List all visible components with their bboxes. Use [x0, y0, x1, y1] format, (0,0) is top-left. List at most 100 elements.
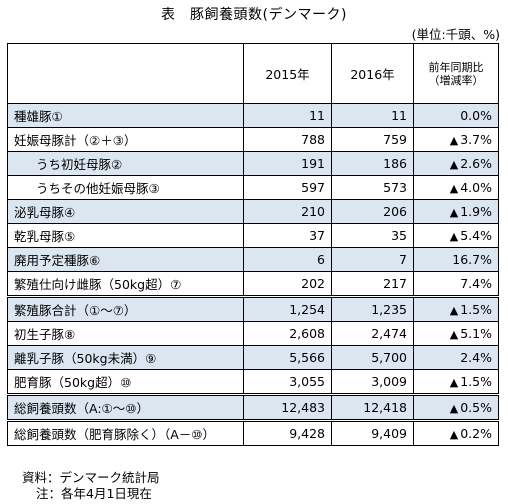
value-2015: 9,428	[243, 419, 332, 446]
table-row: 種雄豚① 11 11 0.0%	[7, 103, 499, 128]
row-label: うち初妊母豚②	[7, 151, 244, 176]
decrease-triangle-icon: ▲	[449, 328, 459, 341]
decrease-triangle-icon: ▲	[449, 304, 459, 317]
header-change-line2: （増減率）	[428, 73, 484, 87]
change-rate: 2.4%	[413, 345, 499, 370]
table-row: 妊娠母豚計（②＋③） 788 759 ▲ 3.7%	[7, 127, 499, 152]
value-2015: 202	[243, 271, 332, 297]
change-value: 16.7%	[452, 252, 492, 267]
change-value: 0.5%	[460, 400, 492, 415]
change-rate: ▲ 1.5%	[413, 295, 499, 322]
value-2015: 2,608	[243, 321, 332, 346]
change-rate: ▲ 0.2%	[413, 419, 499, 446]
decrease-triangle-icon: ▲	[449, 230, 459, 243]
table-row: 総飼養頭数（A:①～⑩） 12,483 12,418 ▲ 0.5%	[7, 393, 499, 421]
row-label: うちその他妊娠母豚③	[7, 175, 244, 200]
row-label: 繁殖豚合計（①～⑦）	[7, 295, 244, 322]
decrease-triangle-icon: ▲	[449, 182, 459, 195]
change-value: 1.5%	[460, 374, 492, 389]
decrease-triangle-icon: ▲	[449, 402, 459, 415]
change-value: 4.0%	[460, 180, 492, 195]
unit-label: (単位:千頭、%)	[411, 27, 500, 42]
value-2016: 186	[331, 151, 414, 176]
value-2015: 6	[243, 247, 332, 272]
value-2015: 191	[243, 151, 332, 176]
change-rate: ▲ 5.4%	[413, 223, 499, 248]
row-label: 泌乳母豚④	[7, 199, 244, 224]
value-2015: 5,566	[243, 345, 332, 370]
table-row: 泌乳母豚④ 210 206 ▲ 1.9%	[7, 199, 499, 224]
change-rate: 16.7%	[413, 247, 499, 272]
value-2016: 11	[331, 103, 414, 128]
change-value: 0.0%	[460, 108, 492, 123]
decrease-triangle-icon: ▲	[449, 428, 459, 441]
table-row: 繁殖豚合計（①～⑦） 1,254 1,235 ▲ 1.5%	[7, 295, 499, 322]
change-value: 0.2%	[460, 426, 492, 441]
change-rate: ▲ 3.7%	[413, 127, 499, 152]
value-2016: 1,235	[331, 295, 414, 322]
header-change-line1: 前年同期比	[428, 60, 484, 74]
decrease-triangle-icon: ▲	[449, 158, 459, 171]
change-value: 3.7%	[460, 132, 492, 147]
change-rate: ▲ 4.0%	[413, 175, 499, 200]
change-rate: ▲ 1.9%	[413, 199, 499, 224]
header-2015: 2015年	[243, 43, 332, 104]
header-row: 2015年 2016年 前年同期比 （増減率）	[7, 43, 499, 104]
header-change: 前年同期比 （増減率）	[413, 43, 499, 104]
value-2015: 11	[243, 103, 332, 128]
value-2015: 12,483	[243, 393, 332, 421]
table-row: 総飼養頭数（肥育豚除く）（A－⑩） 9,428 9,409 ▲ 0.2%	[7, 419, 499, 446]
value-2016: 12,418	[331, 393, 414, 421]
value-2015: 1,254	[243, 295, 332, 322]
value-2015: 210	[243, 199, 332, 224]
value-2016: 217	[331, 271, 414, 297]
value-2016: 35	[331, 223, 414, 248]
change-value: 7.4%	[460, 276, 492, 291]
change-value: 2.4%	[460, 350, 492, 365]
value-2015: 788	[243, 127, 332, 152]
table-row: 肥育豚（50kg超）⑩ 3,055 3,009 ▲ 1.5%	[7, 369, 499, 395]
value-2016: 9,409	[331, 419, 414, 446]
value-2016: 2,474	[331, 321, 414, 346]
value-2016: 7	[331, 247, 414, 272]
decrease-triangle-icon: ▲	[449, 206, 459, 219]
table-row: 離乳子豚（50kg未満）⑨ 5,566 5,700 2.4%	[7, 345, 499, 370]
header-blank	[7, 43, 244, 104]
table-row: 繁殖仕向け雌豚（50kg超）⑦ 202 217 7.4%	[7, 271, 499, 297]
value-2016: 759	[331, 127, 414, 152]
change-value: 1.5%	[460, 302, 492, 317]
value-2015: 37	[243, 223, 332, 248]
value-2015: 3,055	[243, 369, 332, 395]
change-rate: 0.0%	[413, 103, 499, 128]
change-rate: ▲ 1.5%	[413, 369, 499, 395]
value-2016: 573	[331, 175, 414, 200]
value-2015: 597	[243, 175, 332, 200]
source-note: 資料：デンマーク統計局	[22, 470, 160, 485]
row-label: 肥育豚（50kg超）⑩	[7, 369, 244, 395]
table-title: 表 豚飼養頭数(デンマーク)	[161, 7, 347, 23]
change-rate: ▲ 2.6%	[413, 151, 499, 176]
change-value: 1.9%	[460, 204, 492, 219]
table-body: 種雄豚① 11 11 0.0% 妊娠母豚計（②＋③） 788 759 ▲ 3.7% うち初妊母豚②…	[7, 103, 499, 446]
table-row: うちその他妊娠母豚③ 597 573 ▲ 4.0%	[7, 175, 499, 200]
decrease-triangle-icon: ▲	[449, 376, 459, 389]
pig-inventory-table: 2015年 2016年 前年同期比 （増減率） 種雄豚① 11 11 0.0% 妊娠母豚…	[7, 43, 499, 446]
table-row: 初生子豚⑧ 2,608 2,474 ▲ 5.1%	[7, 321, 499, 346]
date-note: 注：各年4月1日現在	[36, 486, 152, 501]
change-rate: ▲ 5.1%	[413, 321, 499, 346]
row-label: 種雄豚①	[7, 103, 244, 128]
row-label: 繁殖仕向け雌豚（50kg超）⑦	[7, 271, 244, 297]
value-2016: 206	[331, 199, 414, 224]
decrease-triangle-icon: ▲	[449, 134, 459, 147]
row-label: 総飼養頭数（A:①～⑩）	[7, 393, 244, 421]
row-label: 初生子豚⑧	[7, 321, 244, 346]
change-value: 2.6%	[460, 156, 492, 171]
notes: 資料：デンマーク統計局 注：各年4月1日現在	[22, 470, 160, 502]
row-label: 離乳子豚（50kg未満）⑨	[7, 345, 244, 370]
row-label: 廃用予定種豚⑥	[7, 247, 244, 272]
table-row: 乾乳母豚⑤ 37 35 ▲ 5.4%	[7, 223, 499, 248]
row-label: 乾乳母豚⑤	[7, 223, 244, 248]
row-label: 総飼養頭数（肥育豚除く）（A－⑩）	[7, 419, 244, 446]
value-2016: 3,009	[331, 369, 414, 395]
value-2016: 5,700	[331, 345, 414, 370]
